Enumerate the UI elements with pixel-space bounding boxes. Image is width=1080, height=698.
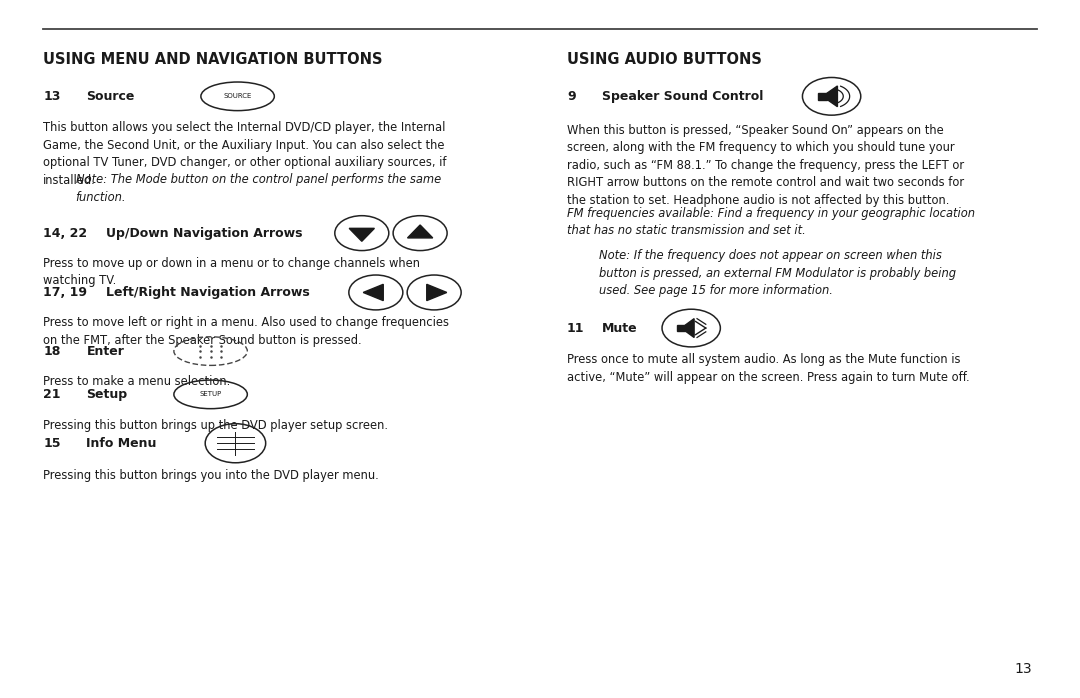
Text: Press to make a menu selection.: Press to make a menu selection. bbox=[43, 375, 230, 388]
Text: 18: 18 bbox=[43, 345, 60, 357]
Text: Up/Down Navigation Arrows: Up/Down Navigation Arrows bbox=[106, 227, 302, 239]
Text: FM frequencies available: Find a frequency in your geographic location
that has : FM frequencies available: Find a frequen… bbox=[567, 207, 975, 237]
Polygon shape bbox=[407, 225, 433, 238]
Text: 13: 13 bbox=[1015, 662, 1032, 676]
Text: 21: 21 bbox=[43, 388, 60, 401]
Text: Mute: Mute bbox=[602, 322, 637, 334]
Text: Note: The Mode button on the control panel performs the same
function.: Note: The Mode button on the control pan… bbox=[76, 173, 441, 204]
Text: 14, 22: 14, 22 bbox=[43, 227, 87, 239]
Text: 13: 13 bbox=[43, 90, 60, 103]
Text: USING AUDIO BUTTONS: USING AUDIO BUTTONS bbox=[567, 52, 761, 67]
Polygon shape bbox=[686, 318, 694, 337]
Text: SETUP: SETUP bbox=[200, 392, 221, 397]
Polygon shape bbox=[677, 325, 686, 331]
Polygon shape bbox=[819, 93, 827, 100]
Text: 17, 19: 17, 19 bbox=[43, 286, 87, 299]
Text: SOURCE: SOURCE bbox=[224, 94, 252, 99]
Text: Left/Right Navigation Arrows: Left/Right Navigation Arrows bbox=[106, 286, 310, 299]
Text: This button allows you select the Internal DVD/CD player, the Internal
Game, the: This button allows you select the Intern… bbox=[43, 121, 447, 187]
Text: 15: 15 bbox=[43, 437, 60, 450]
Polygon shape bbox=[349, 228, 375, 242]
Text: Source: Source bbox=[86, 90, 135, 103]
Text: Pressing this button brings up the DVD player setup screen.: Pressing this button brings up the DVD p… bbox=[43, 419, 388, 432]
Polygon shape bbox=[827, 86, 837, 107]
Text: Press once to mute all system audio. As long as the Mute function is
active, “Mu: Press once to mute all system audio. As … bbox=[567, 353, 970, 384]
Text: Note: If the frequency does not appear on screen when this
button is pressed, an: Note: If the frequency does not appear o… bbox=[599, 249, 957, 297]
Text: Enter: Enter bbox=[86, 345, 124, 357]
Text: Pressing this button brings you into the DVD player menu.: Pressing this button brings you into the… bbox=[43, 469, 379, 482]
Text: When this button is pressed, “Speaker Sound On” appears on the
screen, along wit: When this button is pressed, “Speaker So… bbox=[567, 124, 964, 207]
Text: Setup: Setup bbox=[86, 388, 127, 401]
Text: USING MENU AND NAVIGATION BUTTONS: USING MENU AND NAVIGATION BUTTONS bbox=[43, 52, 382, 67]
Text: 9: 9 bbox=[567, 90, 576, 103]
Text: 11: 11 bbox=[567, 322, 584, 334]
Polygon shape bbox=[427, 284, 447, 301]
Text: Info Menu: Info Menu bbox=[86, 437, 157, 450]
Text: Press to move left or right in a menu. Also used to change frequencies
on the FM: Press to move left or right in a menu. A… bbox=[43, 316, 449, 347]
Text: Speaker Sound Control: Speaker Sound Control bbox=[602, 90, 762, 103]
Polygon shape bbox=[363, 284, 383, 301]
Text: Press to move up or down in a menu or to change channels when
watching TV.: Press to move up or down in a menu or to… bbox=[43, 257, 420, 288]
